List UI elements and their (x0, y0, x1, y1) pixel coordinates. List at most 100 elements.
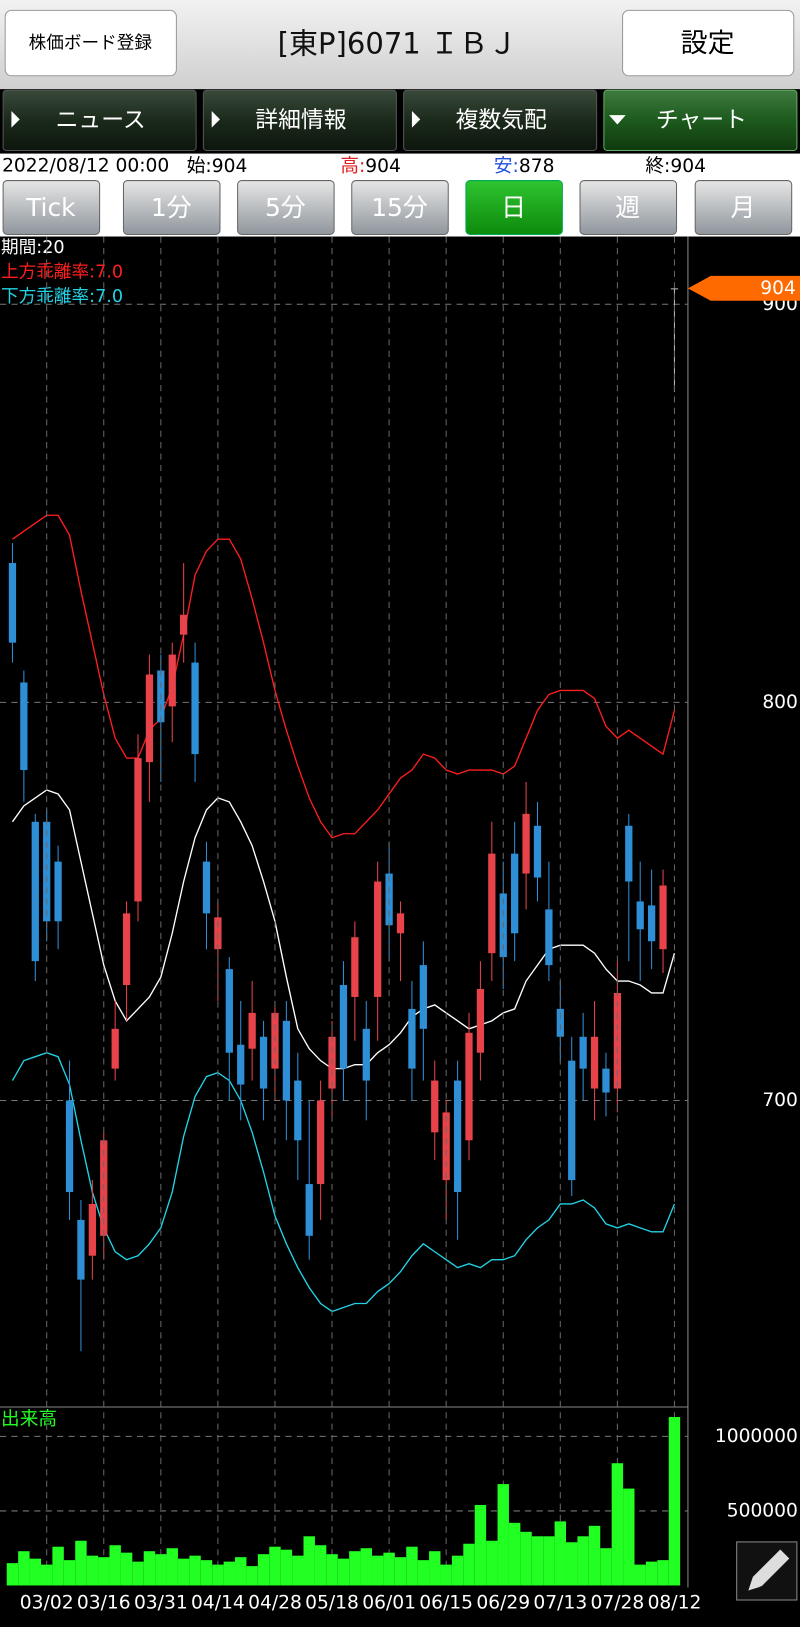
high-label: 高: (340, 156, 365, 177)
tab[interactable] (202, 89, 397, 151)
legend-entry: 上方乖離率:7.0 (1, 261, 123, 282)
candle-body (362, 1028, 370, 1081)
volume-bar (486, 1540, 498, 1586)
volume-bar (86, 1555, 99, 1586)
tab-label[interactable]: 複数気配 (456, 107, 547, 133)
indicator-line (11, 1051, 676, 1313)
volume-bar (166, 1548, 178, 1586)
volume-bar (451, 1555, 464, 1586)
tab-label[interactable]: ニュース (56, 107, 146, 133)
candle-body (225, 969, 233, 1053)
period-label[interactable]: 1分 (151, 193, 192, 222)
low-value: 878 (519, 156, 555, 177)
board-button-label[interactable]: 株価ボード登録 (29, 33, 153, 54)
volume-bar (257, 1554, 270, 1586)
volume-bar (109, 1545, 121, 1586)
candle-body (602, 1068, 610, 1093)
period-button-selected[interactable] (465, 180, 563, 236)
volume-bar (497, 1484, 509, 1586)
volume-bar (280, 1549, 293, 1586)
tab-arrow (211, 111, 220, 128)
volume-bar (611, 1463, 624, 1586)
low-label: 安: (494, 156, 519, 177)
volume-bar (326, 1554, 338, 1586)
volume-bar (120, 1552, 133, 1586)
period-button[interactable] (579, 180, 678, 236)
candle-body (122, 913, 131, 986)
tab[interactable] (2, 89, 197, 151)
candle-body (305, 1184, 313, 1236)
volume-bar (520, 1531, 532, 1586)
candle-body (522, 813, 530, 874)
volume-bar (394, 1557, 407, 1586)
candle-body (259, 1036, 268, 1089)
candle-body (442, 1112, 450, 1181)
candle-body (533, 825, 542, 878)
period-label[interactable]: 週 (615, 193, 640, 222)
candle-body (316, 1100, 325, 1185)
candle-body (88, 1203, 96, 1256)
board-button[interactable] (4, 9, 177, 77)
period-button[interactable] (237, 180, 335, 236)
candle-body (111, 1028, 119, 1069)
candle-body (511, 853, 519, 934)
volume-bar (18, 1551, 30, 1586)
high-info: 高:904 (340, 156, 401, 177)
candle-body (408, 1008, 416, 1069)
candle-body (556, 1008, 564, 1037)
volume-bar (212, 1564, 224, 1586)
last-price-tag (687, 275, 800, 301)
x-tick-label: 04/14 (191, 1593, 245, 1614)
x-tick-label: 07/28 (590, 1593, 644, 1614)
volume-bar (246, 1566, 258, 1586)
candle-body (431, 1080, 439, 1133)
period-button[interactable] (122, 180, 221, 236)
period-label[interactable]: 日 (501, 193, 526, 222)
period-button[interactable] (2, 180, 101, 236)
candle-body (134, 758, 142, 902)
volume-bar (577, 1536, 589, 1586)
candle-body (670, 288, 679, 290)
volume-bar (314, 1545, 327, 1586)
tab-arrow (609, 115, 626, 125)
volume-bar (143, 1551, 156, 1586)
open-value: 904 (212, 156, 248, 177)
tab-selected[interactable] (603, 89, 798, 151)
period-button[interactable] (694, 180, 793, 236)
period-button[interactable] (351, 180, 449, 236)
period-label[interactable]: Tick (25, 193, 76, 222)
volume-bar (337, 1558, 350, 1586)
tab[interactable] (403, 89, 598, 151)
volume-bar (554, 1521, 567, 1586)
close-label: 終: (645, 156, 670, 177)
period-label[interactable]: 5分 (265, 193, 306, 222)
open-info: 始:904 (187, 156, 248, 177)
low-info: 安:878 (494, 156, 555, 177)
period-label[interactable]: 15分 (371, 193, 428, 222)
settings-button-label[interactable]: 設定 (681, 28, 735, 59)
volume-bar (440, 1564, 452, 1586)
volume-bar (600, 1548, 612, 1586)
settings-button[interactable] (622, 9, 795, 77)
tab-label[interactable]: 詳細情報 (255, 107, 346, 133)
tab-label[interactable]: チャート (656, 107, 747, 133)
last-price-label: 904 (760, 278, 796, 299)
candle-body (659, 885, 667, 950)
candle-body (145, 674, 154, 763)
x-tick-label: 03/31 (134, 1593, 188, 1614)
volume-bar (29, 1558, 41, 1586)
period-label[interactable]: 月 (730, 193, 755, 222)
volume-bar (566, 1542, 578, 1586)
candle-body (568, 1060, 576, 1181)
candle-body (180, 614, 188, 635)
volume-bar (98, 1557, 110, 1586)
x-tick-label: 05/18 (305, 1593, 359, 1614)
x-tick-label: 06/01 (362, 1593, 416, 1614)
candle-body (65, 1100, 74, 1193)
x-tick-label: 08/12 (648, 1593, 702, 1614)
volume-bar (634, 1564, 646, 1586)
candle-body (453, 1080, 462, 1193)
y-tick-label: 800 (762, 692, 798, 713)
